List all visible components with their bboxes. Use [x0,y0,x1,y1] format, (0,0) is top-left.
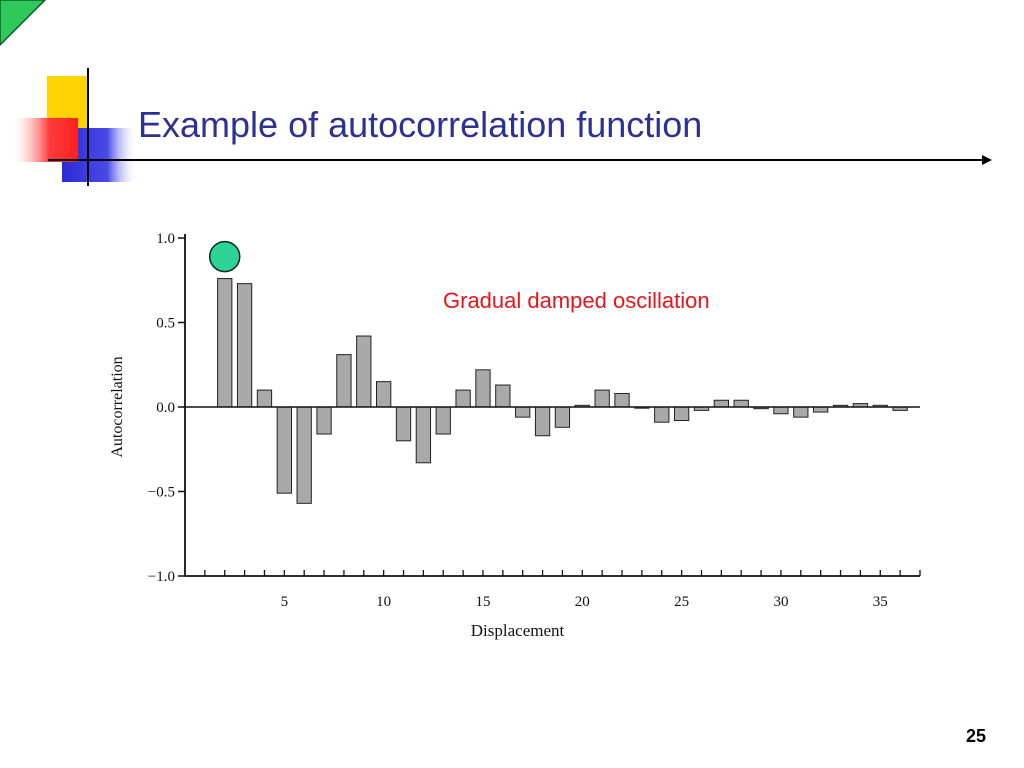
bar-lag-2 [217,278,233,408]
x-tick-label: 15 [475,594,490,610]
bar-lag-31 [793,406,809,418]
y-tick-label: 0.5 [156,316,175,332]
bar-lag-15 [475,369,491,408]
x-tick-label: 35 [873,594,888,610]
y-tick-label: 1.0 [156,231,175,247]
bar-lag-7 [316,406,332,435]
bar-lag-11 [395,406,412,442]
title-decoration [14,68,138,186]
bar-lag-13 [435,406,451,435]
x-tick-label: 10 [376,594,391,610]
x-axis-label: Displacement [471,621,565,640]
bar-lag-16 [495,384,511,408]
y-tick-label: 0.0 [156,400,175,416]
bar-lag-9 [356,335,372,408]
bar-lag-10 [376,381,392,408]
bar-lag-12 [415,406,432,464]
x-tick-label: 30 [773,594,788,610]
bar-lag-22 [614,392,630,408]
highlight-marker [208,240,241,273]
bar-lag-17 [515,406,531,418]
bar-lag-32 [813,406,829,413]
x-tick-label: 5 [281,594,289,610]
chart-background [100,210,940,660]
bar-lag-8 [336,354,352,408]
slide-title: Example of autocorrelation function [138,104,703,145]
chart-annotation: Gradual damped oscillation [443,288,710,313]
bar-lag-6 [296,406,312,504]
bar-lag-18 [534,406,551,437]
bar-lag-25 [673,406,690,422]
bar-lag-14 [455,389,471,408]
page-number: 25 [965,726,986,746]
bar-lag-5 [276,406,292,494]
bar-lag-21 [594,389,610,408]
chart-bars [208,240,908,504]
x-tick-label: 25 [674,594,689,610]
bar-lag-19 [554,406,571,428]
y-tick-label: −1.0 [148,569,175,585]
bar-lag-3 [236,283,253,408]
red-square [14,118,78,162]
y-axis-label: Autocorrelation [109,356,126,457]
chart-axes [183,234,920,577]
corner-triangle-decoration [0,0,47,47]
bar-lag-30 [773,406,789,415]
bar-lag-27 [713,399,730,408]
bar-lag-24 [654,406,670,423]
y-tick-label: −0.5 [148,485,175,501]
bar-lag-4 [256,389,273,408]
chart-ticks: 1.0 0.5 0.0 −0.5 −1.0 5 10 15 20 25 30 35 [148,231,921,610]
x-tick-label: 20 [575,594,590,610]
bar-lag-28 [733,399,749,408]
autocorrelation-chart: 1.0 0.5 0.0 −0.5 −1.0 5 10 15 20 25 30 35 Autocorre… [100,210,940,660]
title-underline-arrow [48,155,992,165]
